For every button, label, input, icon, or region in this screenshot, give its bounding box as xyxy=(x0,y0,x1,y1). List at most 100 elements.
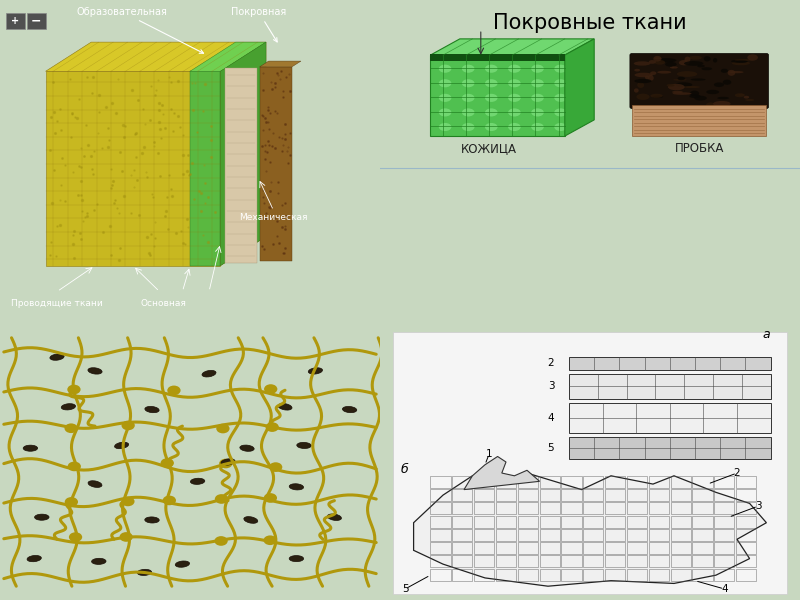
Bar xyxy=(539,555,560,568)
Ellipse shape xyxy=(634,88,638,92)
Bar xyxy=(452,542,472,554)
Bar xyxy=(649,515,669,527)
Ellipse shape xyxy=(653,96,663,98)
Ellipse shape xyxy=(438,50,451,58)
Bar xyxy=(562,569,582,581)
Text: Покровные ткани: Покровные ткани xyxy=(493,13,687,33)
Ellipse shape xyxy=(671,67,678,68)
Bar xyxy=(562,542,582,554)
Ellipse shape xyxy=(638,82,644,88)
Ellipse shape xyxy=(122,421,135,430)
Bar xyxy=(539,502,560,514)
Ellipse shape xyxy=(721,68,728,73)
Ellipse shape xyxy=(665,62,677,67)
Ellipse shape xyxy=(485,94,498,102)
Ellipse shape xyxy=(508,79,521,88)
Bar xyxy=(693,529,713,541)
Ellipse shape xyxy=(290,484,303,490)
Ellipse shape xyxy=(485,123,498,131)
Ellipse shape xyxy=(462,123,474,131)
Bar xyxy=(496,502,516,514)
Ellipse shape xyxy=(216,424,230,433)
Bar xyxy=(569,374,770,398)
Ellipse shape xyxy=(689,56,702,60)
Ellipse shape xyxy=(654,56,662,62)
Text: а: а xyxy=(763,328,770,341)
Ellipse shape xyxy=(278,404,292,410)
Bar xyxy=(627,542,647,554)
Ellipse shape xyxy=(438,65,451,73)
Bar xyxy=(714,515,734,527)
Bar xyxy=(714,569,734,581)
Bar xyxy=(714,529,734,541)
Ellipse shape xyxy=(297,442,311,448)
Polygon shape xyxy=(221,42,266,266)
Ellipse shape xyxy=(554,123,567,131)
Bar xyxy=(539,515,560,527)
Bar xyxy=(539,542,560,554)
Ellipse shape xyxy=(34,514,49,520)
Bar xyxy=(518,529,538,541)
Ellipse shape xyxy=(718,97,729,100)
Ellipse shape xyxy=(736,61,748,62)
Bar xyxy=(649,502,669,514)
Polygon shape xyxy=(190,42,266,71)
Bar xyxy=(736,529,756,541)
Bar xyxy=(518,515,538,527)
Bar xyxy=(562,555,582,568)
Ellipse shape xyxy=(462,109,474,116)
Polygon shape xyxy=(46,42,266,71)
Ellipse shape xyxy=(50,354,64,360)
Bar xyxy=(714,555,734,568)
Bar xyxy=(562,515,582,527)
Bar xyxy=(693,515,713,527)
Ellipse shape xyxy=(706,103,715,108)
Ellipse shape xyxy=(438,123,451,131)
Bar xyxy=(562,476,582,488)
Bar xyxy=(583,569,603,581)
Ellipse shape xyxy=(62,404,75,410)
Ellipse shape xyxy=(729,71,744,73)
Bar xyxy=(693,502,713,514)
Ellipse shape xyxy=(91,559,106,565)
Ellipse shape xyxy=(732,61,750,65)
Ellipse shape xyxy=(240,445,254,451)
FancyBboxPatch shape xyxy=(630,53,769,109)
Bar xyxy=(670,502,691,514)
Ellipse shape xyxy=(269,462,282,472)
Bar xyxy=(474,476,494,488)
Ellipse shape xyxy=(531,65,544,73)
Bar xyxy=(569,357,770,370)
Ellipse shape xyxy=(462,94,474,102)
Bar xyxy=(627,569,647,581)
Bar xyxy=(496,569,516,581)
Polygon shape xyxy=(259,67,292,262)
Ellipse shape xyxy=(69,532,82,542)
Bar xyxy=(430,55,565,136)
Ellipse shape xyxy=(508,65,521,73)
Bar xyxy=(649,489,669,501)
Bar xyxy=(670,542,691,554)
Bar xyxy=(430,569,450,581)
Ellipse shape xyxy=(645,76,650,79)
Ellipse shape xyxy=(67,385,81,394)
Ellipse shape xyxy=(462,65,474,73)
Ellipse shape xyxy=(122,497,134,506)
Bar xyxy=(736,502,756,514)
Bar xyxy=(693,569,713,581)
Ellipse shape xyxy=(697,65,705,67)
Bar xyxy=(430,542,450,554)
Polygon shape xyxy=(225,68,258,263)
Ellipse shape xyxy=(221,459,235,465)
Ellipse shape xyxy=(554,50,567,58)
Bar xyxy=(583,515,603,527)
Bar xyxy=(670,569,691,581)
Ellipse shape xyxy=(244,517,258,523)
Ellipse shape xyxy=(670,67,674,68)
Polygon shape xyxy=(46,71,221,266)
Bar xyxy=(627,555,647,568)
Bar xyxy=(736,542,756,554)
Bar xyxy=(736,555,756,568)
Text: 4: 4 xyxy=(721,584,728,594)
Ellipse shape xyxy=(531,50,544,58)
